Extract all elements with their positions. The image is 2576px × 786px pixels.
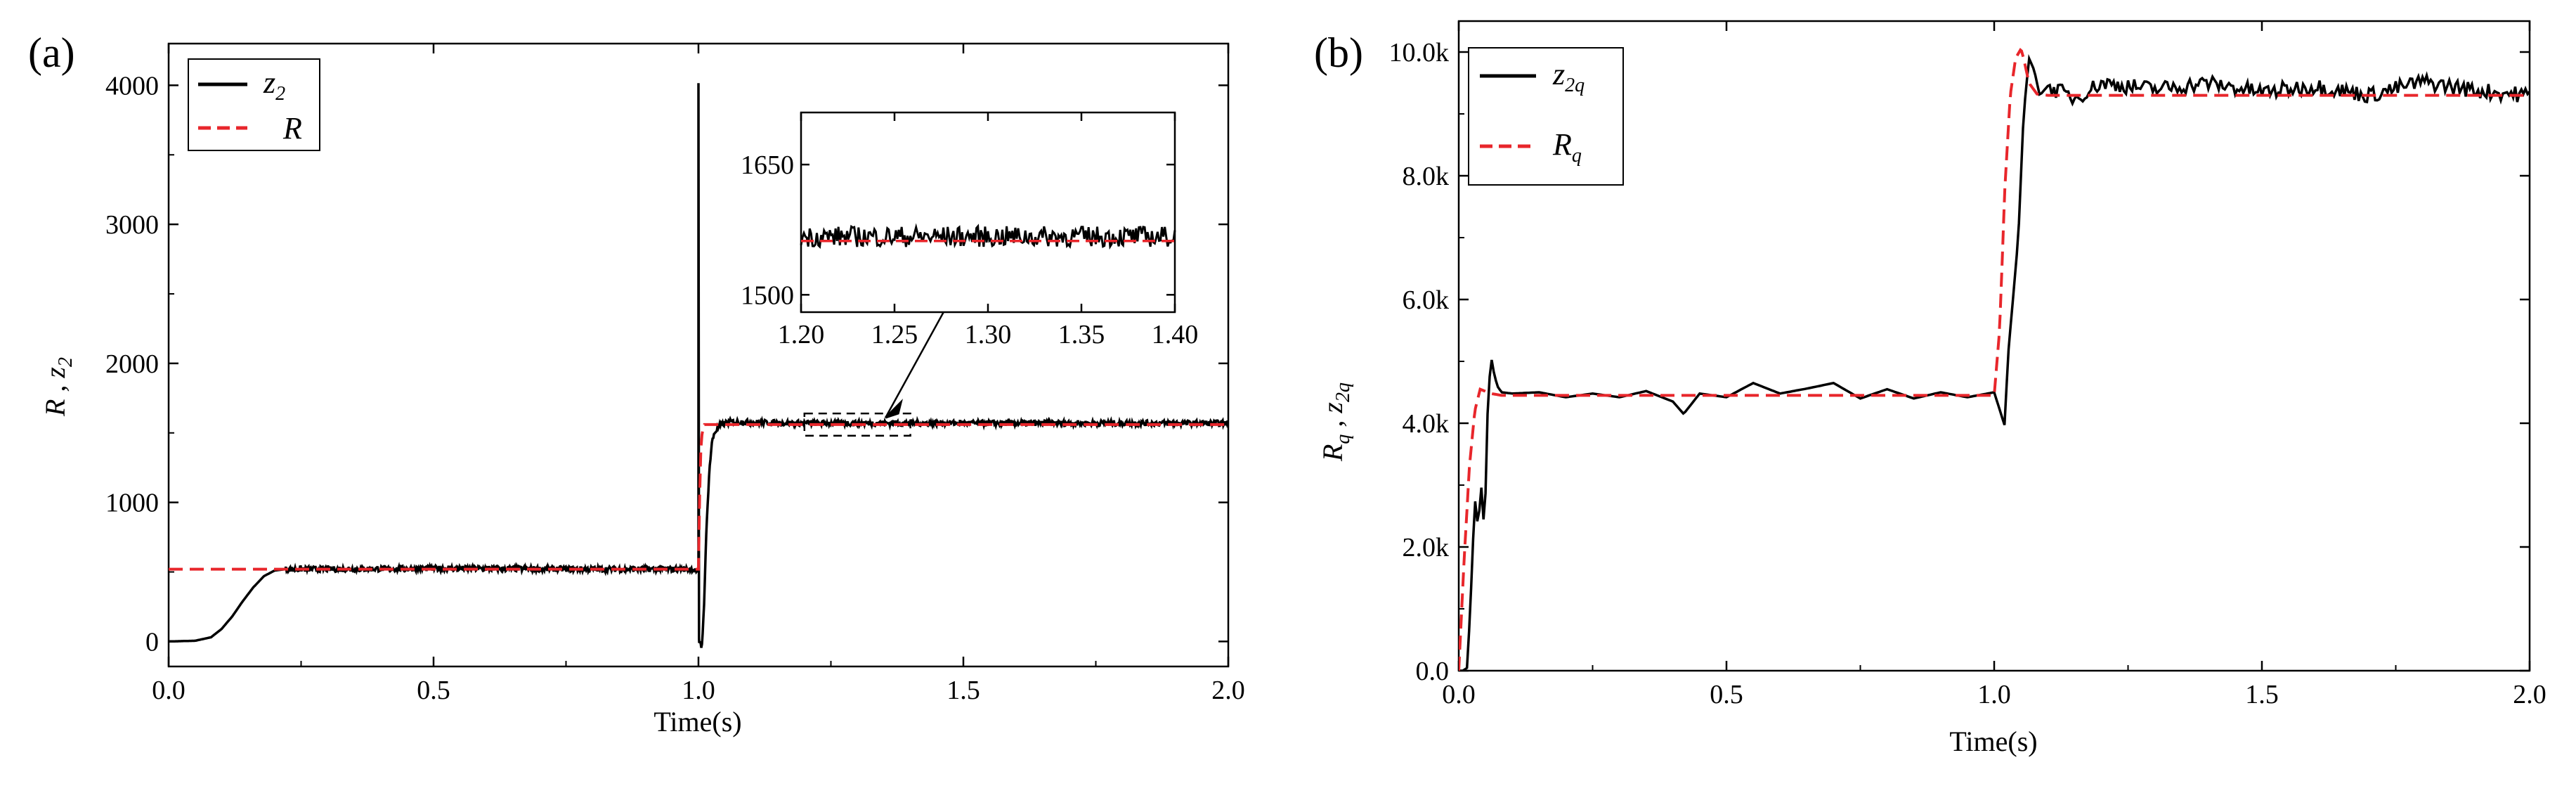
x-tick-label-a: 0.5 [417,676,450,705]
legend-a-entry-r: R [282,111,302,146]
x-axis-label-b: Time(s) [1949,726,2037,757]
y-tick-label-b: 0.0 [1416,657,1450,686]
y-axis-label-b-z: , z [1317,402,1348,434]
inset-x-tick-label: 1.30 [965,320,1012,349]
y-tick-label-a: 4000 [105,71,159,101]
y-axis-label-b-z-sub: 2q [1332,382,1354,402]
y-tick-label-a: 0 [145,627,159,657]
inset-x-tick-label: 1.40 [1152,320,1199,349]
inset-frame [800,111,1176,314]
plot-area-b: 0.0 0.5 1.0 1.5 2.0 0.0 2.0k 4.0k 6.0k 8.0k 10.0k [1389,20,2546,709]
inset-y-tick-label: 1650 [741,150,794,180]
inset-plot-a: 1.20 1.25 1.30 1.35 1.40 1500 1650 [741,111,1199,349]
x-axis-label-a: Time(s) [653,706,741,737]
legend-b: z2q Rq [1468,47,1624,186]
legend-b-box [1468,47,1624,186]
chart-panel-a: (a) 0.0 0.5 1.0 1.5 2.0 0 1000 2000 3000 4000 R ,… [28,30,1245,737]
x-tick-label-b: 0.5 [1710,680,1743,709]
x-tick-label-b: 1.0 [1977,680,2011,709]
y-tick-label-a: 3000 [105,210,159,240]
series-line-R [169,423,1228,571]
legend-b-entry-rq: Rq [1552,127,1582,167]
y-tick-label-b: 6.0k [1403,285,1450,315]
y-tick-label-b: 4.0k [1403,409,1450,439]
x-tick-label-a: 2.0 [1211,676,1245,705]
x-tick-label-b: 2.0 [2513,680,2546,709]
x-tick-label-b: 0.0 [1442,680,1476,709]
y-axis-label-a-sub: 2 [55,357,77,367]
x-tick-label-a: 1.0 [682,676,715,705]
x-tick-label-a: 0.0 [152,676,186,705]
y-tick-label-b: 8.0k [1403,162,1450,191]
y-axis-label-a: R , z2 [39,357,77,417]
inset-x-tick-label: 1.35 [1058,320,1105,349]
x-tick-label-a: 1.5 [947,676,980,705]
inset-x-tick-label: 1.20 [778,320,825,349]
panel-b-label: (b) [1314,30,1363,76]
svg-text:R , z2: R , z2 [39,357,77,417]
zoom-arrow-head [885,399,903,419]
y-axis-label-b-r: R [1317,444,1348,462]
y-tick-label-a: 1000 [105,489,159,518]
inset-y-tick-label: 1500 [741,281,794,310]
y-axis-label-a-main: R , z [39,367,71,417]
legend-a-box [188,58,320,151]
legend-b-entry-z2q: z2q [1552,57,1585,96]
y-tick-label-a: 2000 [105,349,159,379]
chart-panel-b: (b) 0.0 0.5 1.0 1.5 2.0 0.0 2.0k 4.0k 6.0k 8.0k 10… [1314,20,2546,757]
series-line-Rq [1459,48,2530,671]
y-tick-label-b: 2.0k [1403,533,1450,562]
zoom-box [803,412,911,437]
plot-area-a: 0.0 0.5 1.0 1.5 2.0 0 1000 2000 3000 4000 [105,42,1245,705]
zoom-arrow [885,309,947,418]
series-line-z2q [1459,53,2530,671]
y-axis-label-b-r-sub: q [1332,434,1354,444]
y-tick-label-b: 10.0k [1389,38,1450,67]
x-tick-label-b: 1.5 [2245,680,2279,709]
legend-a: z2 R [188,58,320,151]
inset-x-tick-label: 1.25 [871,320,918,349]
y-axis-label-b: Rq , z2q [1317,382,1354,462]
legend-a-entry-z2: z2 [263,65,285,105]
panel-a-label: (a) [28,30,75,76]
svg-text:Rq , z2q: Rq , z2q [1317,382,1354,462]
